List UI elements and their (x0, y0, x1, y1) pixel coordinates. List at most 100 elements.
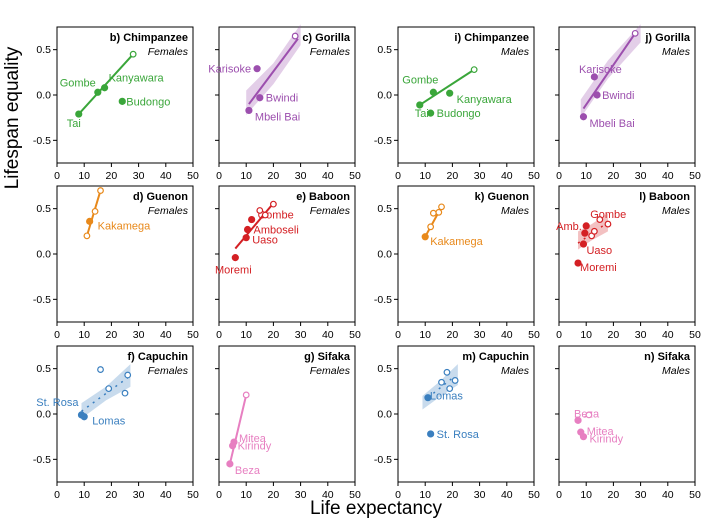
site-label: Uaso (252, 235, 278, 247)
x-tick-label: 40 (160, 170, 172, 182)
x-tick-label: 40 (662, 170, 674, 182)
data-point (226, 460, 234, 468)
y-tick-label: 0.5 (377, 203, 392, 215)
site-label: St. Rosa (36, 397, 79, 409)
panel-n: 01020304050BezaMiteaKirindyn) SifakaMale… (555, 345, 701, 501)
panel-sex-label: Females (310, 365, 351, 377)
panel-d: -0.5 0.0 0.5 0 10 20 30 40 50 Kakamega d) Guenon Fe… (33, 185, 199, 341)
x-tick-label: 30 (635, 489, 647, 501)
panel-sex-label: Males (662, 365, 691, 377)
x-tick-label: 30 (474, 489, 486, 501)
x-tick-label: 20 (608, 489, 620, 501)
panel-i: -0.5 0.0 0.5 0 10 20 30 40 50 Tai Budongo Gombe Kany… (374, 26, 540, 182)
x-axis-title: Life expectancy (310, 498, 443, 519)
data-point-open (256, 207, 264, 214)
panel-frame (558, 185, 696, 323)
site-label: Bwindi (266, 93, 298, 105)
data-point-open (631, 29, 639, 37)
site-label: Karisoke (579, 64, 622, 76)
panel-sex-label: Males (662, 46, 691, 58)
panel-title: c) Gorilla (302, 32, 351, 44)
data-point-open (429, 209, 437, 217)
panel-l: 0 10 20 30 40 50 Moremi Uaso Amb. Gombe l) Baboon M… (555, 185, 701, 341)
data-point-open (129, 50, 137, 58)
y-tick-label: 0.5 (377, 44, 392, 56)
data-point-open (443, 368, 451, 376)
data-point (230, 438, 238, 446)
data-point (593, 91, 601, 99)
x-tick-label: 40 (160, 489, 172, 501)
x-tick-label: 10 (419, 489, 431, 501)
x-tick-label: 20 (106, 329, 118, 341)
regression-line (427, 375, 456, 399)
panel-title: e) Baboon (296, 191, 350, 203)
site-label: St. Rosa (437, 429, 480, 441)
regression-line (248, 38, 299, 105)
regression-line (228, 394, 248, 465)
x-tick-label: 0 (556, 329, 562, 341)
x-tick-label: 10 (78, 489, 90, 501)
site-label: Amboseli (254, 225, 299, 237)
data-point (582, 222, 590, 230)
x-tick-label: 40 (322, 170, 334, 182)
x-tick-label: 40 (322, 329, 334, 341)
data-point-open (124, 371, 132, 379)
data-point (427, 109, 435, 117)
x-tick-label: 50 (187, 170, 199, 182)
site-label: Kanyawara (457, 94, 513, 106)
panel-f: -0.5 0.0 0.5 0 10 20 30 40 50 St. Rosa Lomas f) Cap… (33, 345, 199, 501)
x-tick-label: 10 (580, 329, 592, 341)
x-tick-label: 40 (501, 489, 513, 501)
site-label: Kanyawara (109, 73, 165, 85)
x-tick-label: 0 (216, 170, 222, 182)
x-tick-label: 0 (54, 170, 60, 182)
x-tick-label: 50 (349, 329, 361, 341)
panel-frame (558, 345, 696, 483)
x-tick-label: 30 (133, 329, 145, 341)
data-point (248, 215, 256, 224)
y-tick-label: 0.0 (377, 409, 392, 421)
site-label: Lomas (430, 391, 464, 403)
site-label: Kirindy (589, 434, 623, 446)
x-tick-label: 0 (395, 329, 401, 341)
y-tick-label: 0.0 (36, 409, 51, 421)
site-label: Gombe (590, 209, 626, 221)
data-point (424, 394, 432, 402)
data-point-open (97, 366, 104, 373)
x-tick-label: 10 (419, 170, 431, 182)
y-tick-label: 0.0 (377, 249, 392, 261)
x-tick-label: 10 (580, 170, 592, 182)
regression-line (582, 32, 636, 110)
site-label: Beza (235, 465, 261, 477)
y-tick-label: 0.5 (36, 363, 51, 375)
site-label: Kakamega (98, 220, 151, 232)
x-tick-label: 50 (187, 329, 199, 341)
data-point (243, 225, 252, 234)
panel-title: n) Sifaka (644, 351, 691, 363)
x-tick-label: 20 (268, 329, 280, 341)
data-point-open (590, 227, 598, 235)
data-point-open (470, 66, 478, 74)
data-point-open (121, 389, 129, 397)
x-tick-label: 50 (528, 170, 540, 182)
data-point (579, 113, 588, 121)
data-point (446, 89, 454, 97)
data-point (579, 240, 588, 248)
panel-sex-label: Males (501, 365, 530, 377)
data-point-open (242, 391, 250, 399)
site-label: Lomas (92, 416, 126, 428)
y-tick-label: -0.5 (33, 294, 51, 306)
site-label: Budongo (126, 96, 170, 108)
panel-frame (56, 26, 194, 164)
x-tick-label: 20 (268, 170, 280, 182)
data-point (427, 430, 435, 438)
x-tick-label: 10 (240, 170, 252, 182)
panel-sex-label: Females (148, 46, 189, 58)
site-label: Kirindy (238, 441, 272, 453)
data-point (242, 234, 250, 242)
y-tick-label: -0.5 (374, 135, 392, 147)
data-point (86, 217, 94, 225)
panel-title: k) Guenon (475, 191, 530, 203)
data-point (579, 433, 588, 441)
